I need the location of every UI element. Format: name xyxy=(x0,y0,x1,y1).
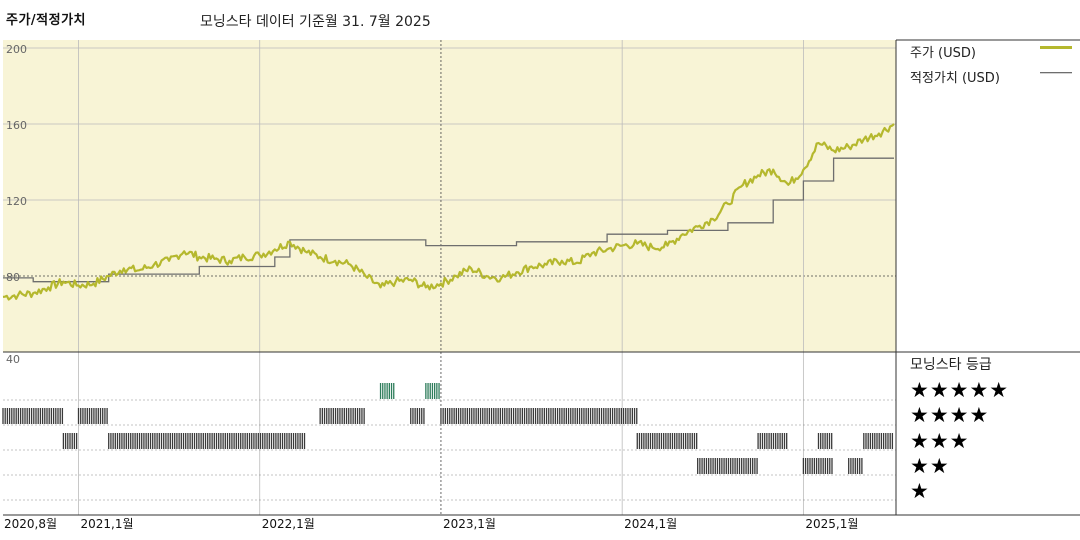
x-tick-label: 2020,8월 xyxy=(4,517,58,531)
rating-3-star-period xyxy=(817,433,833,449)
x-tick-label: 2025,1월 xyxy=(805,517,859,531)
rating-2-star-period xyxy=(802,458,833,474)
y-tick-label: 40 xyxy=(6,353,20,366)
rating-3-star-period xyxy=(863,433,894,449)
rating-1-star: ★ xyxy=(910,479,930,503)
x-tick-label: 2022,1월 xyxy=(261,517,315,531)
rating-bars xyxy=(2,383,894,474)
rating-4-stars: ★★★★ xyxy=(910,403,990,427)
data-date-subtitle: 모닝스타 데이터 기준월 31. 7월 2025 xyxy=(200,14,431,30)
rating-3-stars: ★★★ xyxy=(910,429,970,453)
x-tick-label: 2024,1월 xyxy=(624,517,678,531)
legend-fair-swatch xyxy=(1040,72,1072,74)
price-line xyxy=(2,123,895,301)
rating-3-star-period xyxy=(636,433,698,449)
rating-2-star-period xyxy=(848,458,863,474)
rating-4-star-period xyxy=(440,408,638,424)
rating-5-star-period xyxy=(379,383,395,399)
rating-5-stars: ★★★★★ xyxy=(910,378,1010,402)
rating-2-star-period xyxy=(697,458,758,474)
rating-3-star-period xyxy=(757,433,788,449)
y-tick-label: 120 xyxy=(6,195,27,208)
rating-3-star-period xyxy=(108,433,306,449)
rating-3-star-period xyxy=(62,433,78,449)
legend: 주가 (USD) 적정가치 (USD) xyxy=(896,40,1080,90)
legend-fair-label: 적정가치 (USD) xyxy=(910,71,1000,86)
legend-price-label: 주가 (USD) xyxy=(910,46,976,61)
rating-4-star-period xyxy=(410,408,425,424)
y-tick-label: 200 xyxy=(6,43,27,56)
x-tick-label: 2023,1월 xyxy=(442,517,496,531)
x-tick-label: 2021,1월 xyxy=(80,517,134,531)
legend-price-swatch xyxy=(1040,46,1072,49)
rating-panel-title: 모닝스타 등급 xyxy=(910,357,992,373)
rating-4-star-period xyxy=(77,408,108,424)
chart-title: 주가/적정가치 xyxy=(6,13,87,28)
rating-5-star-period xyxy=(425,383,440,399)
rating-grid xyxy=(3,399,896,501)
plot-background xyxy=(3,40,896,352)
y-tick-label: 160 xyxy=(6,119,27,132)
fair-value-line xyxy=(3,157,894,283)
rating-4-star-period xyxy=(2,408,64,424)
rating-2-stars: ★★ xyxy=(910,454,950,478)
rating-4-star-period xyxy=(319,408,365,424)
